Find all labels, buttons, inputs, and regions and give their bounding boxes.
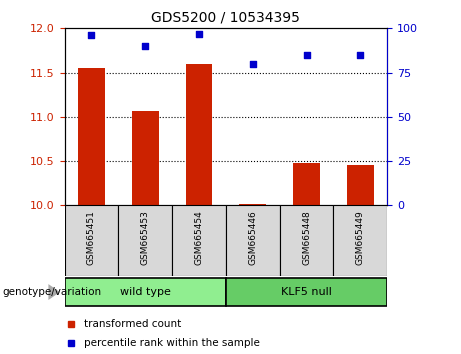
Point — [303, 52, 310, 58]
Point — [249, 61, 256, 67]
Bar — [226, 278, 387, 306]
Bar — [172, 205, 226, 276]
Point — [142, 43, 149, 49]
Bar — [280, 205, 333, 276]
Text: wild type: wild type — [120, 287, 171, 297]
Bar — [132, 110, 159, 205]
Text: GSM665454: GSM665454 — [195, 210, 203, 264]
Bar — [65, 278, 226, 306]
Polygon shape — [48, 284, 60, 300]
Bar — [185, 64, 213, 205]
Text: GSM665451: GSM665451 — [87, 210, 96, 265]
Bar — [226, 205, 280, 276]
Point — [195, 31, 203, 36]
Title: GDS5200 / 10534395: GDS5200 / 10534395 — [152, 10, 300, 24]
Text: GSM665446: GSM665446 — [248, 210, 257, 264]
Bar — [78, 68, 105, 205]
Text: genotype/variation: genotype/variation — [2, 287, 101, 297]
Text: transformed count: transformed count — [84, 319, 181, 329]
Bar — [239, 204, 266, 205]
Point — [88, 33, 95, 38]
Text: percentile rank within the sample: percentile rank within the sample — [84, 338, 260, 348]
Text: GSM665453: GSM665453 — [141, 210, 150, 265]
Bar — [333, 205, 387, 276]
Text: GSM665448: GSM665448 — [302, 210, 311, 264]
Point — [357, 52, 364, 58]
Bar — [118, 205, 172, 276]
Bar — [347, 165, 374, 205]
Text: KLF5 null: KLF5 null — [281, 287, 332, 297]
Text: GSM665449: GSM665449 — [356, 210, 365, 264]
Bar — [65, 205, 118, 276]
Bar — [293, 163, 320, 205]
